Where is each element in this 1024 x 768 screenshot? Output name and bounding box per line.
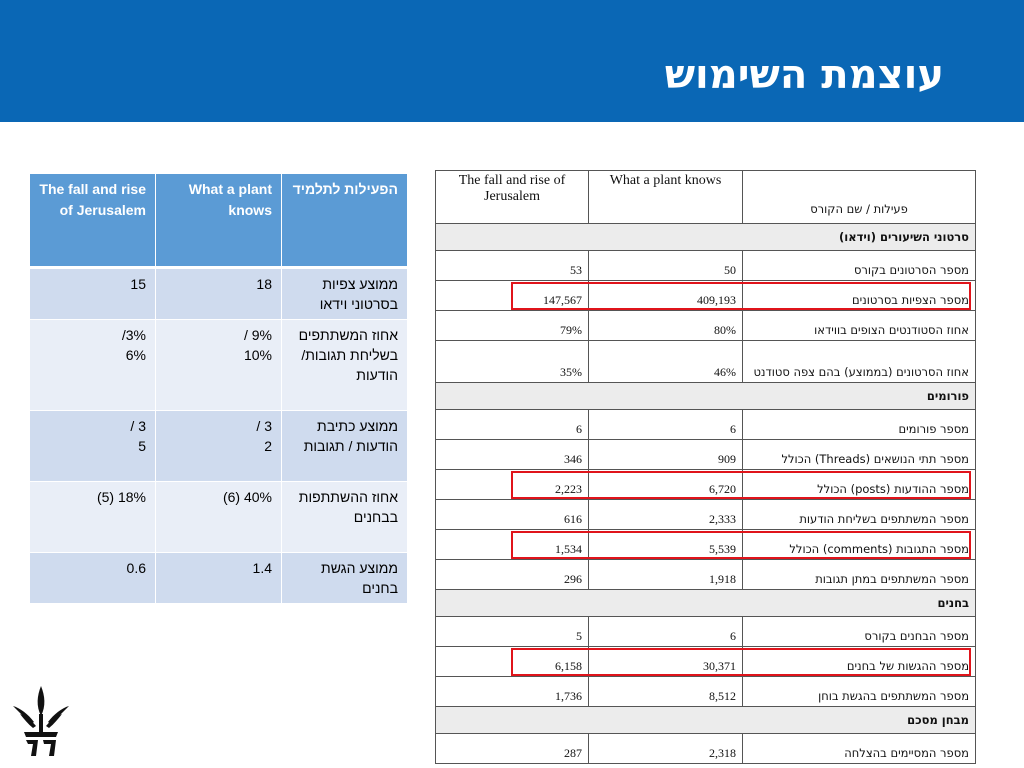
detail-cell-plant: 2,333 — [588, 499, 743, 530]
detail-row: 346 909 מספר תתי הנושאים (Threads) הכולל — [435, 439, 976, 470]
summary-cell-plant: / 9% 10% — [155, 319, 282, 411]
summary-table: The fall and rise of Jerusalem What a pl… — [29, 173, 408, 604]
summary-cell-plant: 1.4 — [155, 552, 282, 604]
detail-cell-plant: 46% — [588, 340, 743, 383]
detail-section-row: פורומים — [435, 382, 976, 410]
detail-section-row: סרטוני השיעורים (וידאו) — [435, 223, 976, 251]
summary-cell-jerusalem: (5) 18% — [29, 481, 156, 553]
detail-cell-jerusalem: 296 — [435, 559, 589, 590]
detail-cell-activity: מספר המשתתפים בהגשת בוחן — [742, 676, 976, 707]
summary-cell-activity: ממוצע כתיבת הודעות / תגובות — [281, 410, 408, 482]
summary-row: (5) 18% (6) 40% אחוז ההשתתפות בבחנים — [29, 481, 408, 553]
detail-cell-plant: 1,918 — [588, 559, 743, 590]
summary-cell-activity: ממוצע הגשת בחנים — [281, 552, 408, 604]
detail-cell-plant: 50 — [588, 250, 743, 281]
detail-section-label: בחנים — [435, 589, 976, 617]
detail-section-label: מבחן מסכם — [435, 706, 976, 734]
detail-cell-activity: מספר המשתתפים בשליחת הודעות — [742, 499, 976, 530]
title-bar: עוצמת השימוש — [0, 0, 1024, 122]
summary-row: 0.6 1.4 ממוצע הגשת בחנים — [29, 552, 408, 604]
detail-cell-plant: 8,512 — [588, 676, 743, 707]
detail-cell-plant: 909 — [588, 439, 743, 470]
highlight-box — [511, 647, 971, 676]
page-title: עוצמת השימוש — [664, 52, 944, 98]
detail-row: 5 6 מספר הבחנים בקורס — [435, 616, 976, 647]
summary-cell-plant: (6) 40% — [155, 481, 282, 553]
summary-cell-jerusalem: /3% 6% — [29, 319, 156, 411]
detail-cell-plant: 6 — [588, 616, 743, 647]
tel-aviv-university-logo — [13, 686, 69, 756]
summary-row: /3% 6%/ 9% 10% אחוז המשתתפים בשליחת תגובו… — [29, 319, 408, 411]
detail-cell-activity: מספר ההגשות של בחנים — [742, 646, 976, 677]
detail-cell-activity: מספר הבחנים בקורס — [742, 616, 976, 647]
detail-cell-plant: 2,318 — [588, 733, 743, 764]
detail-cell-plant: 80% — [588, 310, 743, 341]
detail-row: 53 50 מספר הסרטונים בקורס — [435, 250, 976, 281]
detail-section-label: פורומים — [435, 382, 976, 410]
detail-cell-jerusalem: 1,736 — [435, 676, 589, 707]
detail-cell-activity: אחוז הסרטונים (בממוצע) בהם צפה סטודנט — [742, 340, 976, 383]
summary-cell-jerusalem: / 3 5 — [29, 410, 156, 482]
detail-cell-activity: מספר המסיימים בהצלחה — [742, 733, 976, 764]
detail-row: 616 2,333 מספר המשתתפים בשליחת הודעות — [435, 499, 976, 530]
detail-cell-jerusalem: 79% — [435, 310, 589, 341]
detail-section-label: סרטוני השיעורים (וידאו) — [435, 223, 976, 251]
detail-header-row: The fall and rise of Jerusalem What a pl… — [435, 170, 976, 224]
detail-cell-jerusalem: 616 — [435, 499, 589, 530]
highlight-box — [511, 470, 971, 499]
detail-cell-jerusalem: 346 — [435, 439, 589, 470]
summary-col-activity: הפעילות לתלמיד — [281, 173, 408, 269]
detail-col-activity: פעילות / שם הקורס — [742, 170, 976, 224]
detail-col-plant: What a plant knows — [588, 170, 743, 224]
summary-header-row: The fall and rise of Jerusalem What a pl… — [29, 173, 408, 269]
detail-section-row: בחנים — [435, 589, 976, 617]
detail-cell-jerusalem: 53 — [435, 250, 589, 281]
detail-cell-activity: מספר פורומים — [742, 409, 976, 440]
summary-cell-jerusalem: 15 — [29, 267, 156, 320]
detail-row: 79% 80% אחוז הסטודנטים הצופים בווידאו — [435, 310, 976, 341]
summary-cell-jerusalem: 0.6 — [29, 552, 156, 604]
summary-col-plant: What a plant knows — [155, 173, 282, 269]
detail-section-row: מבחן מסכם — [435, 706, 976, 734]
detail-row: 1,736 8,512 מספר המשתתפים בהגשת בוחן — [435, 676, 976, 707]
summary-cell-plant: 18 — [155, 267, 282, 320]
detail-row: 296 1,918 מספר המשתתפים במתן תגובות — [435, 559, 976, 590]
summary-cell-plant: / 3 2 — [155, 410, 282, 482]
summary-cell-activity: אחוז ההשתתפות בבחנים — [281, 481, 408, 553]
summary-cell-activity: ממוצע צפיות בסרטוני וידאו — [281, 267, 408, 320]
detail-cell-activity: מספר תתי הנושאים (Threads) הכולל — [742, 439, 976, 470]
detail-table: The fall and rise of Jerusalem What a pl… — [435, 170, 976, 764]
summary-col-jerusalem: The fall and rise of Jerusalem — [29, 173, 156, 269]
detail-cell-activity: מספר המשתתפים במתן תגובות — [742, 559, 976, 590]
detail-col-jerusalem: The fall and rise of Jerusalem — [435, 170, 589, 224]
detail-cell-plant: 6 — [588, 409, 743, 440]
highlight-box — [511, 281, 971, 310]
detail-cell-activity: מספר ההודעות (posts) הכולל — [742, 469, 976, 500]
detail-cell-activity: מספר התגובות (comments) הכולל — [742, 529, 976, 560]
summary-row: 15 18 ממוצע צפיות בסרטוני וידאו — [29, 267, 408, 320]
detail-cell-activity: אחוז הסטודנטים הצופים בווידאו — [742, 310, 976, 341]
detail-row: 287 2,318 מספר המסיימים בהצלחה — [435, 733, 976, 764]
summary-cell-activity: אחוז המשתתפים בשליחת תגובות/ הודעות — [281, 319, 408, 411]
summary-row: / 3 5/ 3 2 ממוצע כתיבת הודעות / תגובות — [29, 410, 408, 482]
detail-row: 35% 46% אחוז הסרטונים (בממוצע) בהם צפה סטו… — [435, 340, 976, 383]
detail-row: 6 6 מספר פורומים — [435, 409, 976, 440]
detail-cell-jerusalem: 35% — [435, 340, 589, 383]
highlight-box — [511, 530, 971, 559]
detail-cell-jerusalem: 287 — [435, 733, 589, 764]
detail-cell-activity: מספר הסרטונים בקורס — [742, 250, 976, 281]
detail-cell-jerusalem: 5 — [435, 616, 589, 647]
detail-cell-jerusalem: 6 — [435, 409, 589, 440]
